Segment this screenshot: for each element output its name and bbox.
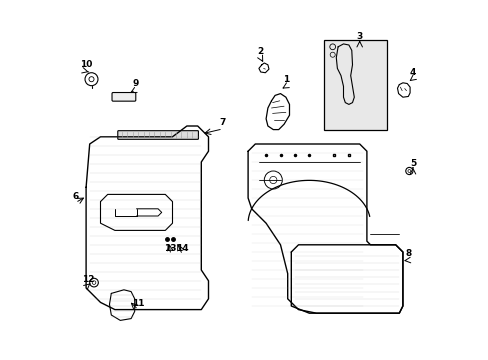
Text: 13: 13 <box>164 244 177 253</box>
FancyBboxPatch shape <box>118 131 198 139</box>
Text: 12: 12 <box>81 275 94 284</box>
FancyBboxPatch shape <box>112 93 136 101</box>
Text: 6: 6 <box>72 192 78 201</box>
Text: 5: 5 <box>409 159 415 168</box>
Text: 10: 10 <box>80 60 92 69</box>
Text: 9: 9 <box>132 79 139 88</box>
Text: 1: 1 <box>282 76 288 85</box>
Text: 4: 4 <box>409 68 415 77</box>
Text: 11: 11 <box>132 299 144 307</box>
Text: 14: 14 <box>176 244 188 253</box>
Text: 3: 3 <box>356 32 362 41</box>
Bar <box>323 40 386 130</box>
Text: 2: 2 <box>257 47 264 56</box>
Text: 7: 7 <box>219 118 225 127</box>
Text: 8: 8 <box>405 249 410 258</box>
